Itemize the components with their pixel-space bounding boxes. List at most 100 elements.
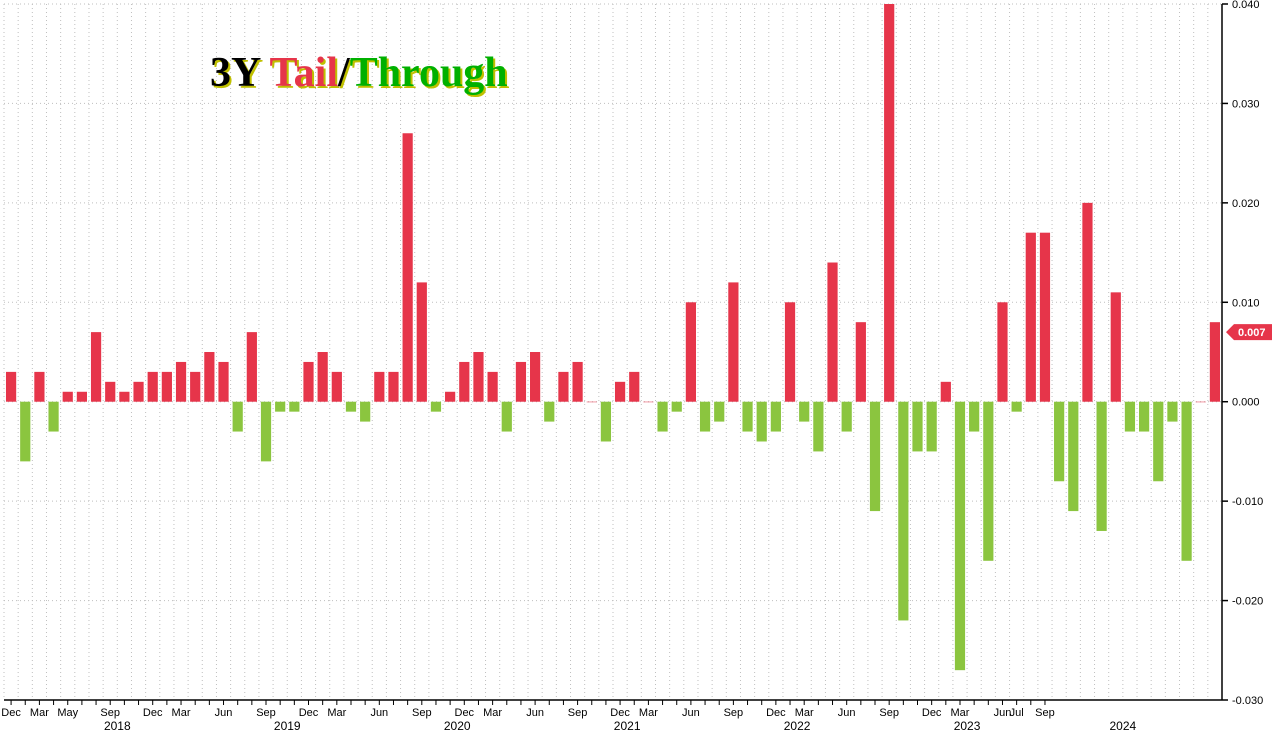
bar	[218, 362, 228, 402]
x-month-label: Mar	[951, 707, 970, 719]
x-month-label: Dec	[610, 707, 630, 719]
bar	[119, 392, 129, 402]
bar	[502, 402, 512, 432]
bar	[303, 362, 313, 402]
bar	[785, 302, 795, 401]
bar	[1139, 402, 1149, 432]
x-month-label: Dec	[143, 707, 163, 719]
x-month-label: Dec	[766, 707, 786, 719]
year-label: 2021	[614, 719, 641, 732]
bar	[969, 402, 979, 432]
x-month-label: Dec	[455, 707, 475, 719]
bar	[1040, 233, 1050, 402]
bar	[941, 382, 951, 402]
bar	[417, 282, 427, 401]
bar	[318, 352, 328, 402]
bar	[77, 392, 87, 402]
x-month-label: Mar	[327, 707, 346, 719]
bar	[162, 372, 172, 402]
bar	[728, 282, 738, 401]
bar	[757, 402, 767, 442]
bar	[615, 382, 625, 402]
svg-text:3Y Tail/Through: 3Y Tail/Through	[210, 50, 508, 96]
bar	[1068, 402, 1078, 511]
bar	[884, 4, 894, 402]
x-month-label: Mar	[30, 707, 49, 719]
x-month-label: Sep	[879, 707, 899, 719]
y-tick-label: -0.030	[1232, 695, 1263, 707]
x-month-label: Jun	[370, 707, 388, 719]
bar	[1125, 402, 1135, 432]
bar	[346, 402, 356, 412]
year-label: 2024	[1110, 719, 1137, 732]
last-value-tag: 0.007	[1226, 324, 1272, 340]
bar	[643, 402, 653, 403]
bar	[459, 362, 469, 402]
bar	[771, 402, 781, 432]
bar	[587, 402, 597, 403]
bar	[1196, 402, 1206, 403]
bar	[629, 372, 639, 402]
bar	[1181, 402, 1191, 561]
bar	[657, 402, 667, 432]
bar	[1026, 233, 1036, 402]
bar	[445, 392, 455, 402]
bar	[1167, 402, 1177, 422]
x-month-label: Sep	[412, 707, 432, 719]
bar	[403, 133, 413, 401]
bar	[530, 352, 540, 402]
bar	[1082, 203, 1092, 402]
bar	[91, 332, 101, 402]
bar	[289, 402, 299, 412]
y-tick-label: -0.020	[1232, 596, 1263, 608]
y-tick-label: 0.010	[1232, 297, 1260, 309]
bar	[997, 302, 1007, 401]
bar	[1012, 402, 1022, 412]
bar	[842, 402, 852, 432]
x-month-label: Jun	[215, 707, 233, 719]
chart-container: -0.030-0.020-0.0100.0000.0100.0200.0300.…	[0, 0, 1276, 732]
bar	[360, 402, 370, 422]
y-tick-label: 0.040	[1232, 0, 1260, 11]
bar	[700, 402, 710, 432]
bar	[516, 362, 526, 402]
x-month-label: Sep	[724, 707, 744, 719]
bar	[601, 402, 611, 442]
bar	[686, 302, 696, 401]
bar	[558, 372, 568, 402]
year-label: 2019	[274, 719, 301, 732]
bar	[672, 402, 682, 412]
x-month-label: Sep	[568, 707, 588, 719]
bar	[488, 372, 498, 402]
bar	[1054, 402, 1064, 482]
bar	[204, 352, 214, 402]
bar	[572, 362, 582, 402]
bar	[233, 402, 243, 432]
x-month-label: Dec	[1, 707, 21, 719]
bar	[247, 332, 257, 402]
bar	[388, 372, 398, 402]
x-month-label: Jun	[526, 707, 544, 719]
chart-title: 3Y Tail/Through	[210, 50, 508, 96]
bar	[105, 382, 115, 402]
bar	[912, 402, 922, 452]
bar	[1153, 402, 1163, 482]
bar	[20, 402, 30, 462]
x-month-label: Jul	[1010, 707, 1024, 719]
bar	[473, 352, 483, 402]
bar	[799, 402, 809, 422]
x-month-label: Sep	[256, 707, 276, 719]
x-month-label: Sep	[100, 707, 120, 719]
bar	[148, 372, 158, 402]
x-month-label: Jun	[682, 707, 700, 719]
bar	[870, 402, 880, 511]
bar	[1210, 322, 1220, 402]
bar	[714, 402, 724, 422]
svg-text:0.007: 0.007	[1238, 327, 1266, 339]
x-month-label: Mar	[172, 707, 191, 719]
y-tick-label: 0.030	[1232, 98, 1260, 110]
bar	[927, 402, 937, 452]
bar	[1097, 402, 1107, 531]
year-label: 2022	[784, 719, 811, 732]
bar	[34, 372, 44, 402]
